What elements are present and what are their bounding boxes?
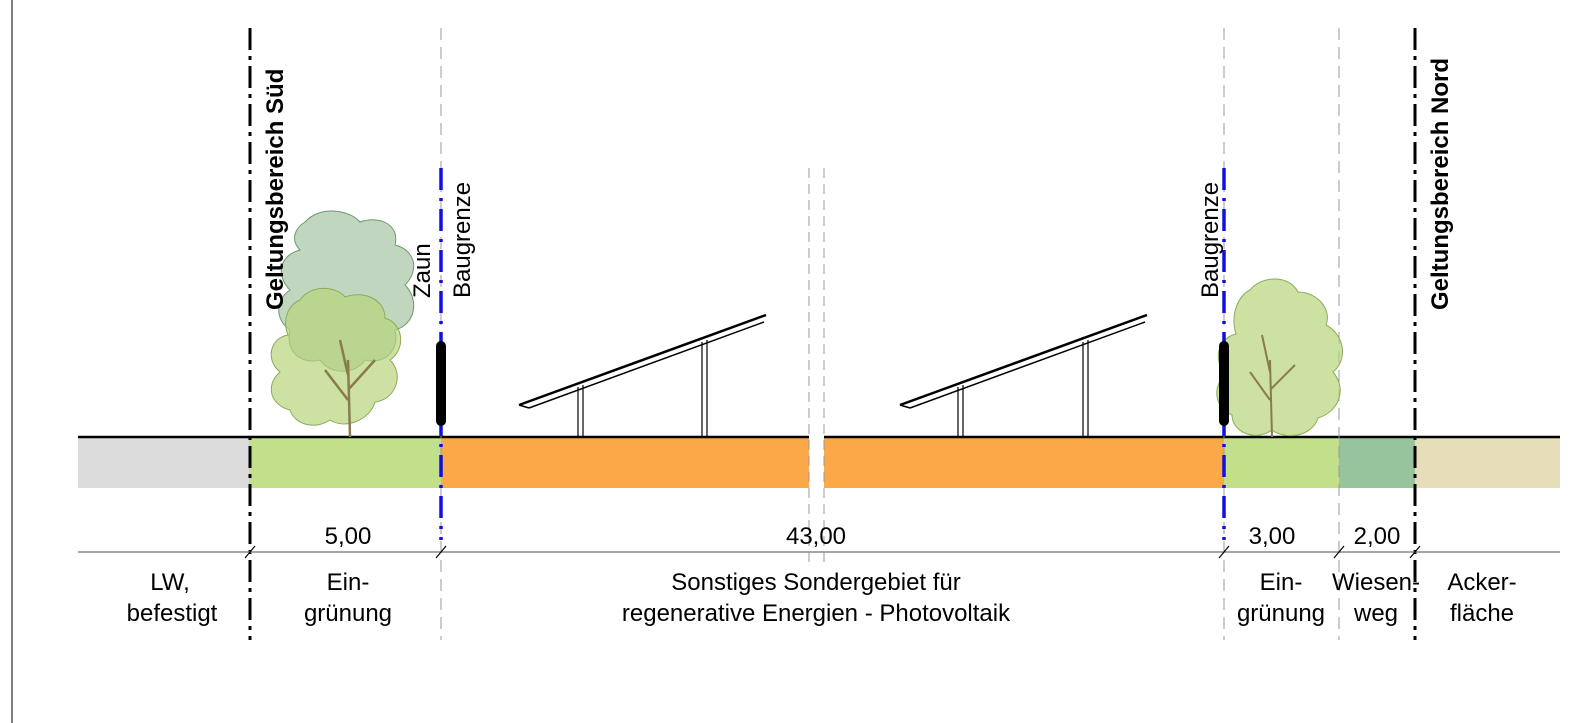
fence-post-right [1219, 341, 1229, 426]
dimension-ticks [244, 545, 1421, 559]
zone-solar-line1: Sonstiges Sondergebiet für [671, 569, 961, 596]
zone-green-right-line1: Ein- [1260, 569, 1303, 596]
tree-left-icon [270, 210, 415, 438]
dimension-green-right: 3,00 [1249, 523, 1296, 550]
meadow-path-band [1339, 437, 1415, 488]
solar-module-icon [899, 313, 1148, 437]
field-band [1415, 437, 1560, 488]
solar-module-icon [518, 313, 767, 437]
zone-green-left-line1: Ein- [327, 569, 370, 596]
fence-label: Zaun [409, 243, 436, 298]
zone-meadow-line1: Wiesen- [1332, 569, 1420, 596]
solar-band-right [824, 437, 1224, 488]
road-band [78, 437, 249, 488]
zone-green-right-line2: grünung [1237, 600, 1325, 627]
dimension-solar: 43,00 [786, 523, 846, 550]
zone-road-line2: befestigt [127, 600, 218, 627]
zone-green-left-line2: grünung [304, 600, 392, 627]
zone-field-line2: fläche [1450, 600, 1514, 627]
solar-band-left [441, 437, 809, 488]
zone-solar-line2: regenerative Energien - Photovoltaik [622, 600, 1011, 627]
greening-right-band [1224, 437, 1339, 488]
dimension-green-left: 5,00 [325, 523, 372, 550]
tree-right-icon [1216, 278, 1344, 438]
fence-post-left [436, 341, 446, 426]
zone-meadow-line2: weg [1353, 600, 1398, 627]
dimension-meadow-path: 2,00 [1354, 523, 1401, 550]
building-line-left-label: Baugrenze [449, 182, 476, 298]
greening-left-band [249, 437, 441, 488]
zone-field-line1: Acker- [1447, 569, 1516, 596]
building-line-right-label: Baugrenze [1197, 182, 1224, 298]
zone-road-line1: LW, [150, 569, 190, 596]
boundary-north-label: Geltungsbereich Nord [1427, 58, 1454, 310]
boundary-south-label: Geltungsbereich Süd [262, 69, 289, 310]
